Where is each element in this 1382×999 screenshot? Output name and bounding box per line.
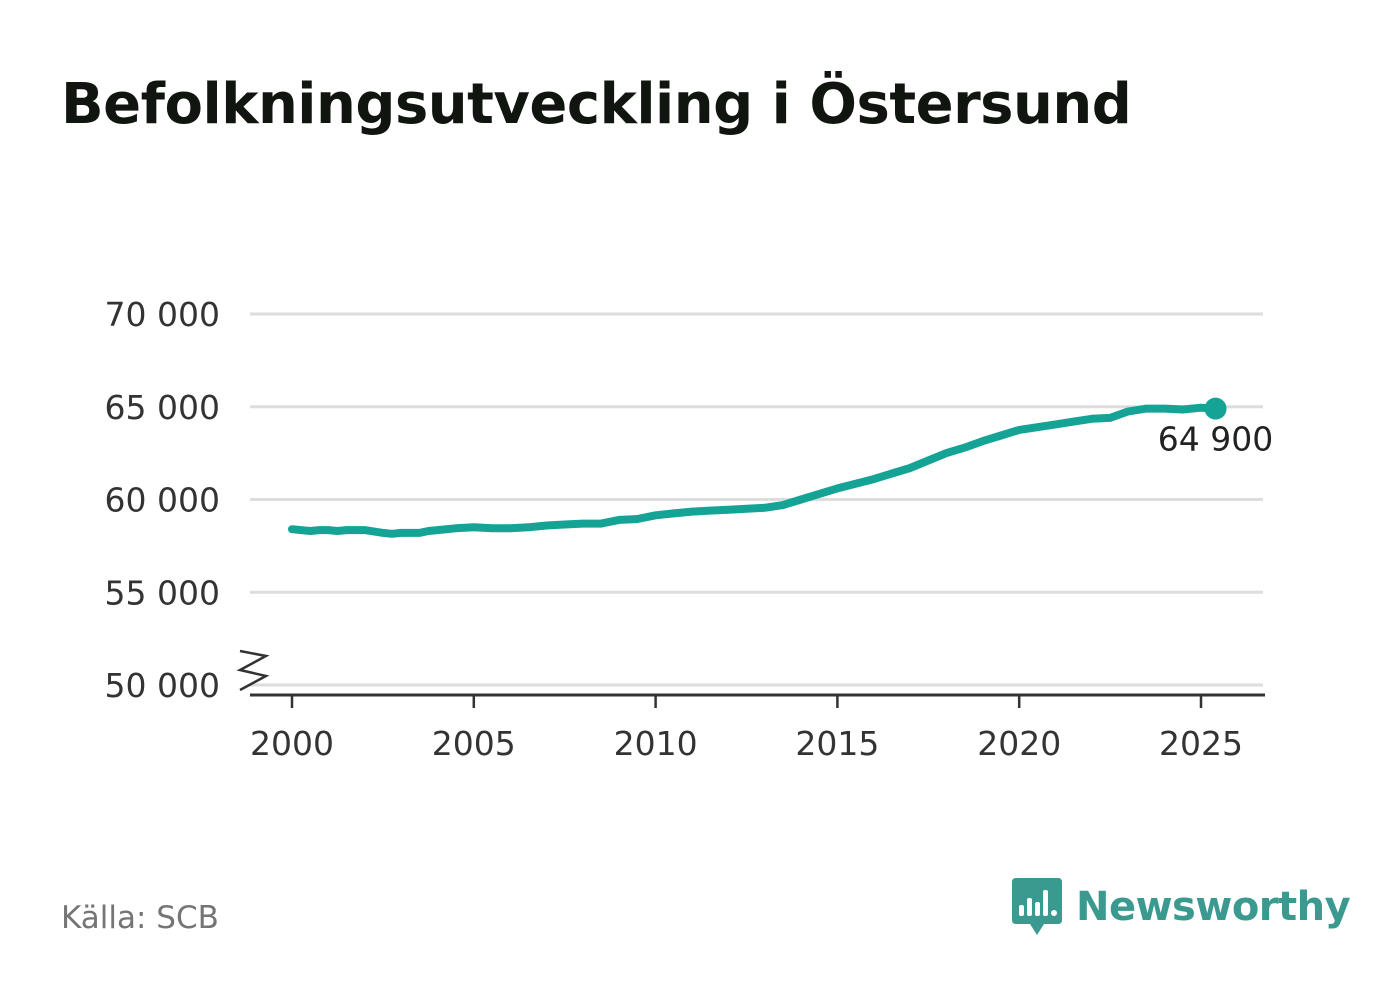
x-tick-label: 2010	[614, 724, 698, 763]
grid-lines	[250, 312, 1263, 687]
series-layer	[288, 397, 1227, 538]
x-tick-label: 2025	[1159, 724, 1243, 763]
y-tick-label: 60 000	[105, 481, 220, 520]
x-tick-label: 2000	[250, 724, 334, 763]
y-tick-label: 50 000	[105, 666, 220, 705]
population-line	[288, 403, 1220, 538]
brand-logo[interactable]: Newsworthy	[1012, 878, 1351, 936]
y-tick-label: 70 000	[105, 295, 220, 334]
end-point-marker	[1204, 397, 1227, 420]
source-note: Källa: SCB	[61, 900, 219, 936]
x-tick-label: 2015	[795, 724, 879, 763]
x-axis: 2000 2005 2010 2015 2020 2025	[236, 649, 1265, 763]
x-tick-label: 2020	[977, 724, 1061, 763]
chart-title: Befolkningsutveckling i Östersund	[61, 72, 1132, 137]
end-label-layer: 64 900	[1158, 420, 1273, 459]
y-tick-label: 65 000	[105, 388, 220, 427]
x-tick-label: 2005	[432, 724, 516, 763]
brand-name: Newsworthy	[1076, 884, 1351, 930]
newsworthy-logo-icon	[1012, 878, 1062, 935]
axis-break-icon	[236, 649, 270, 692]
end-value-label: 64 900	[1158, 420, 1273, 459]
y-axis-ticks: 50 000 55 000 60 000 65 000 70 000	[105, 295, 220, 705]
y-tick-label: 55 000	[105, 573, 220, 612]
